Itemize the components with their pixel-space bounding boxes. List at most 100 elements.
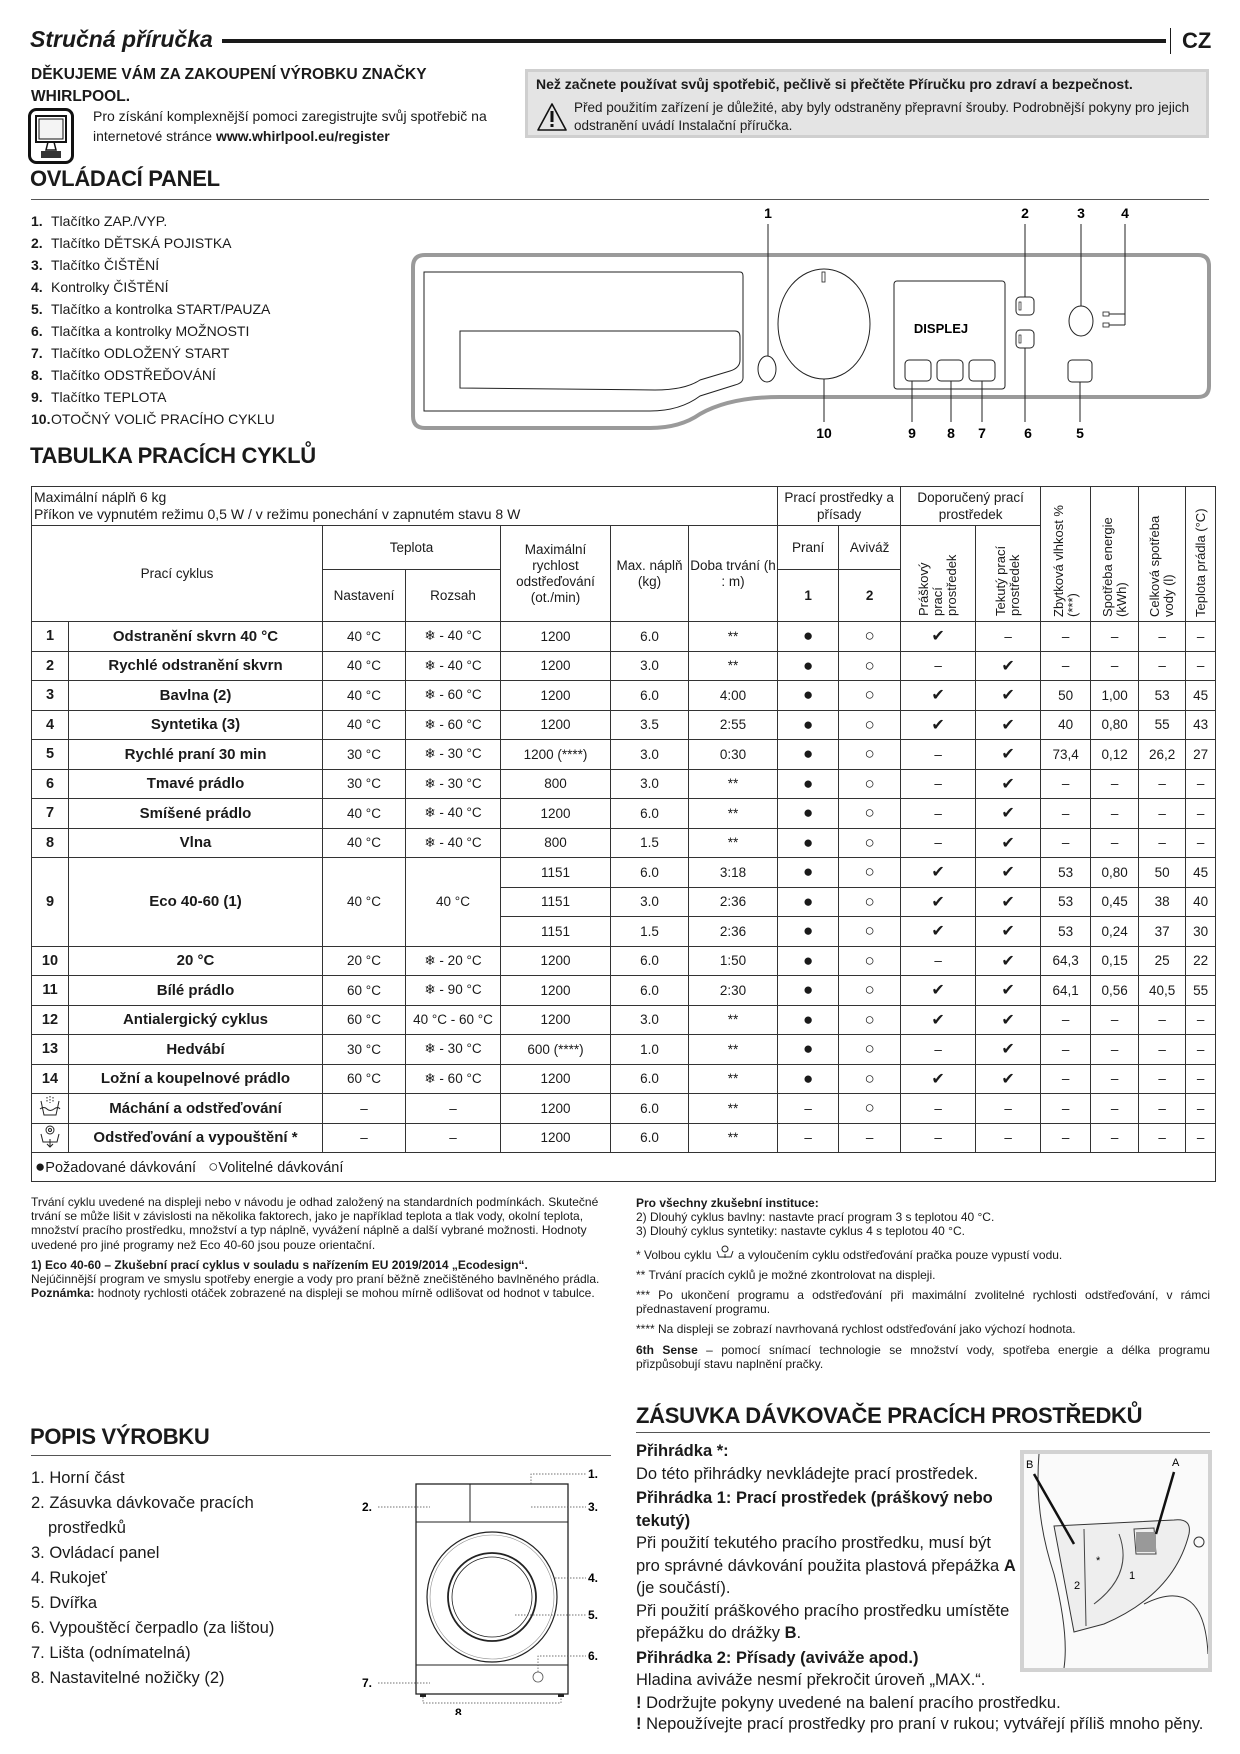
load: 3.0 bbox=[610, 886, 689, 917]
liquid: ✔ bbox=[975, 945, 1042, 976]
display bbox=[893, 280, 1006, 390]
cycle-row: Odstřeďování a vypouštění * – –1200 6.0 ** – –… bbox=[31, 1122, 1217, 1153]
delay-start-button bbox=[968, 359, 996, 382]
water: – bbox=[1138, 621, 1187, 652]
duration: ** bbox=[687, 827, 779, 858]
cycle-number: 5 bbox=[31, 739, 69, 770]
item-label: Tlačítko ODLOŽENÝ START bbox=[51, 345, 230, 361]
cycle-row: 14 Ložní a koupelnové prádlo 60 °C ❄ - 60 °… bbox=[31, 1063, 1217, 1094]
water: – bbox=[1138, 1093, 1187, 1124]
powder: – bbox=[900, 739, 977, 770]
duration: ** bbox=[687, 1004, 779, 1035]
cycle-name: Smíšené prádlo bbox=[68, 798, 323, 829]
cycle-number: 14 bbox=[31, 1063, 69, 1094]
liquid: ✔ bbox=[975, 650, 1042, 681]
wash-dose: ● bbox=[777, 680, 840, 711]
speed: 800 bbox=[500, 827, 611, 858]
cycle-name: Rychlé odstranění skvrn bbox=[68, 650, 323, 681]
control-panel-diagram: DISPLEJ 1 2 3 4 5 6 7 8 9 10 bbox=[411, 205, 1211, 441]
wash-dose: ● bbox=[777, 739, 840, 770]
remark-label: Poznámka: bbox=[31, 1286, 95, 1301]
liquid: ✔ bbox=[975, 827, 1042, 858]
panel-list-item: 9. Tlačítko TEPLOTA bbox=[31, 386, 275, 408]
speed: 1200 bbox=[500, 1122, 611, 1153]
register-link[interactable]: www.whirlpool.eu/register bbox=[215, 128, 390, 144]
temp-range: ❄ - 30 °C bbox=[405, 768, 501, 799]
energy: – bbox=[1090, 768, 1140, 799]
panel-callout: 8 bbox=[947, 425, 955, 441]
cycle-name: Rychlé praní 30 min bbox=[68, 739, 323, 770]
document-title: Stručná příručka bbox=[30, 26, 213, 52]
laundry-temp: 45 bbox=[1185, 680, 1217, 711]
panel-list-item: 4. Kontrolky ČIŠTĚNÍ bbox=[31, 276, 275, 298]
title-separator bbox=[1170, 28, 1171, 54]
compartment-1-liquid: Při použití tekutého pracího prostředku,… bbox=[636, 1534, 1004, 1575]
header-setting: Nastavení bbox=[322, 569, 406, 622]
powder: ✔ bbox=[900, 857, 977, 888]
cycle-row: 12 Antialergický cyklus 60 °C 40 °C - 60 °C… bbox=[31, 1004, 1217, 1035]
cycle-name: 20 °C bbox=[68, 945, 323, 976]
softener-dose: ○ bbox=[838, 650, 902, 681]
moisture: 53 bbox=[1040, 916, 1092, 947]
duration: 2:36 bbox=[687, 916, 779, 947]
powder: ✔ bbox=[900, 916, 977, 947]
sixth-sense-text: – pomocí snímací technologie se množství… bbox=[636, 1342, 1210, 1371]
water: 55 bbox=[1138, 709, 1187, 740]
moisture: – bbox=[1040, 1063, 1092, 1094]
water: 38 bbox=[1138, 886, 1187, 917]
laundry-temp: 43 bbox=[1185, 709, 1217, 740]
drawer-outline bbox=[423, 271, 744, 412]
laundry-temp: – bbox=[1185, 768, 1217, 799]
duration: ** bbox=[687, 768, 779, 799]
product-part-item: prostředků bbox=[48, 1519, 126, 1537]
max-load-text: Maximální náplň 6 kg bbox=[34, 489, 167, 505]
wash-dose: ● bbox=[777, 621, 840, 652]
header-water: Celková spotřeba vody (l) bbox=[1138, 486, 1187, 622]
cycle-number: 12 bbox=[31, 1004, 69, 1035]
note-3: *** Po ukončení programu a odstřeďování … bbox=[636, 1288, 1210, 1317]
thanks-heading: DĚKUJEME VÁM ZA ZAKOUPENÍ VÝROBKU ZNAČKY… bbox=[31, 66, 427, 105]
speed: 1200 bbox=[500, 975, 611, 1006]
powder: – bbox=[900, 827, 977, 858]
temp-range: ❄ - 30 °C bbox=[405, 1034, 501, 1065]
note-4: **** Na displeji se zobrazí navrhovaná r… bbox=[636, 1322, 1076, 1337]
cycle-number: 11 bbox=[31, 975, 69, 1006]
cycle-row: 6 Tmavé prádlo 30 °C ❄ - 30 °C 800 3.0 ** ● ○ – ✔ –… bbox=[31, 768, 1217, 799]
temp-setting: – bbox=[322, 1093, 406, 1124]
panel-outline bbox=[411, 253, 1211, 430]
moisture: 73,4 bbox=[1040, 739, 1092, 770]
liquid: – bbox=[975, 621, 1042, 652]
wash-dose: ● bbox=[777, 1063, 840, 1094]
energy: – bbox=[1090, 827, 1140, 858]
moisture: 64,3 bbox=[1040, 945, 1092, 976]
power-text: Příkon ve vypnutém režimu 0,5 W / v reži… bbox=[34, 506, 521, 522]
water: – bbox=[1138, 798, 1187, 829]
dispenser-illustration: B A * 1 2 bbox=[1020, 1450, 1212, 1672]
panel-callout: 9 bbox=[908, 425, 916, 441]
label-a: A bbox=[1172, 1457, 1180, 1469]
powder: – bbox=[900, 1034, 977, 1065]
compartment-star-text: Do této přihrádky nevkládejte prací pros… bbox=[636, 1464, 979, 1483]
on-off-button bbox=[757, 355, 777, 383]
cleaning-led bbox=[1102, 311, 1110, 317]
speed: 1151 bbox=[500, 886, 611, 917]
moisture: 40 bbox=[1040, 709, 1092, 740]
header-powder-text: Práškový prací prostředek bbox=[916, 554, 960, 616]
laundry-temp: – bbox=[1185, 827, 1217, 858]
cycle-row: Máchání a odstřeďování – –1200 6.0 ** – ○ – – – – –… bbox=[31, 1093, 1217, 1124]
cycle-name: Bavlna (2) bbox=[68, 680, 323, 711]
speed: 800 bbox=[500, 768, 611, 799]
temp-range: ❄ - 40 °C bbox=[405, 798, 501, 829]
cycle-dial bbox=[777, 268, 871, 380]
softener-dose: ○ bbox=[838, 857, 902, 888]
load: 3.0 bbox=[610, 650, 689, 681]
cycle-row: 13 Hedvábí 30 °C ❄ - 30 °C 600 (****) 1.0 ** ● ○… bbox=[31, 1034, 1217, 1065]
laundry-temp: – bbox=[1185, 621, 1217, 652]
temp-range: ❄ - 60 °C bbox=[405, 709, 501, 740]
item-number: 2. bbox=[31, 235, 43, 251]
institutes-note-2: 2) Dlouhý cyklus bavlny: nastavte prací … bbox=[636, 1210, 995, 1225]
item-number: 5. bbox=[31, 301, 43, 317]
speed: 1200 bbox=[500, 945, 611, 976]
compartment-2-text: Hladina aviváže nesmí překročit úroveň „… bbox=[636, 1671, 986, 1689]
energy: 0,24 bbox=[1090, 916, 1140, 947]
